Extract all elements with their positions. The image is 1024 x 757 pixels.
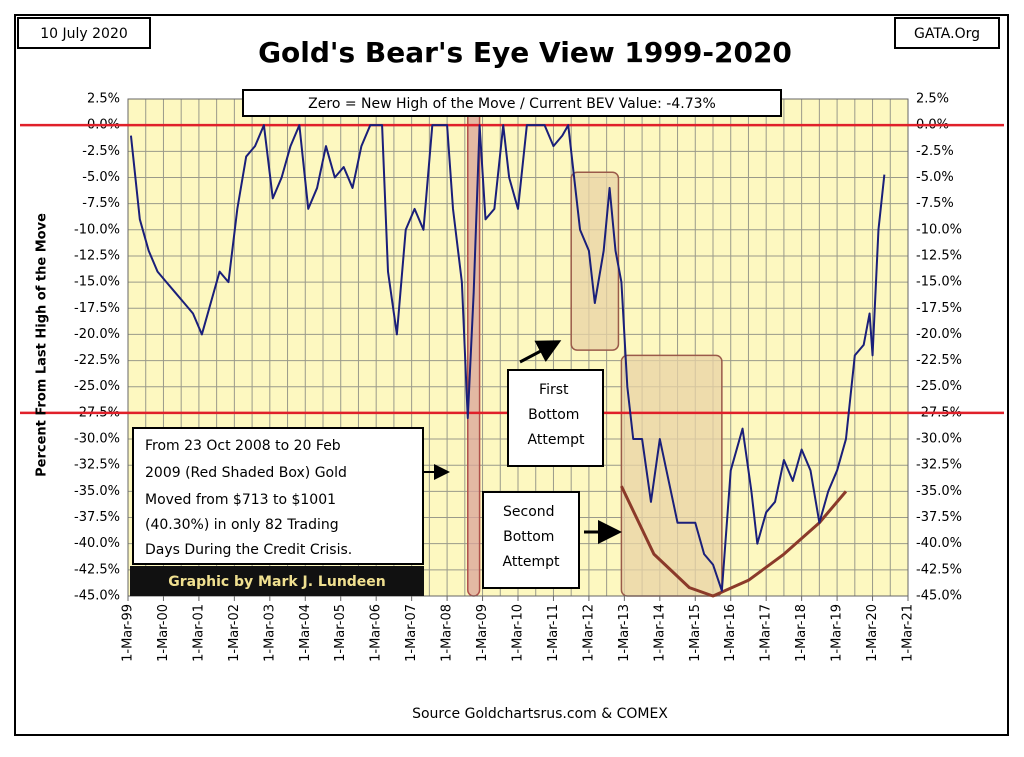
y-tick-label: -15.0%: [74, 275, 120, 290]
trend-curve: [620, 485, 848, 598]
x-tick-label: 1-Mar-16: [723, 604, 738, 662]
corner-label: GATA.Org: [914, 26, 980, 42]
x-tick-label: 1-Mar-99: [121, 604, 136, 662]
chart-title: Gold's Bear's Eye View 1999-2020: [258, 36, 792, 69]
first-box: [507, 369, 604, 467]
y-tick-label: -12.5%: [74, 248, 120, 263]
x-tick-label: 1-Mar-13: [617, 604, 632, 662]
x-tick-label: 1-Mar-09: [475, 604, 490, 662]
y-tick-label: -7.5%: [82, 196, 120, 211]
first-line: First: [539, 382, 569, 398]
y2-tick-label: -7.5%: [916, 196, 954, 211]
credit: Graphic by Mark J. Lundeen: [168, 574, 386, 590]
crisis-box: [132, 427, 424, 565]
y-tick-label: -42.5%: [74, 562, 120, 577]
second-box: [482, 491, 580, 589]
second-note: Second Bottom Attempt: [503, 504, 560, 570]
header-note-box: [242, 89, 782, 117]
x-tick-label: 1-Mar-07: [404, 604, 419, 662]
x-tick-label: 1-Mar-01: [191, 604, 206, 662]
x-tick-label: 1-Mar-17: [759, 604, 774, 662]
y-tick-label: -40.0%: [74, 536, 120, 551]
crisis-line: (40.30%) in only 82 Trading: [145, 517, 339, 533]
x-tick-label: 1-Mar-19: [830, 604, 845, 662]
y2-tick-label: -20.0%: [916, 327, 962, 342]
y2-tick-label: -17.5%: [916, 301, 962, 316]
date-box: [17, 17, 151, 49]
y2-tick-label: -15.0%: [916, 275, 962, 290]
y2-tick-label: -22.5%: [916, 353, 962, 368]
y2-tick-label: -37.5%: [916, 510, 962, 525]
x-tick-label: 1-Mar-15: [688, 604, 703, 662]
header-note: Zero = New High of the Move / Current BE…: [308, 96, 716, 112]
source: Source Goldchartsrus.com & COMEX: [412, 706, 668, 722]
x-tick-label: 1-Mar-12: [581, 604, 596, 662]
arrow: [519, 340, 562, 364]
y2-tick-label: -2.5%: [916, 144, 954, 159]
x-tick-label: 1-Mar-18: [794, 604, 809, 662]
x-tick-label: 1-Mar-03: [262, 604, 277, 662]
credit-box: [130, 566, 424, 596]
crisis-line: From 23 Oct 2008 to 20 Feb: [145, 438, 341, 454]
y-tick-label: -30.0%: [74, 432, 120, 447]
y2-tick-label: -32.5%: [916, 458, 962, 473]
y-tick-label: -45.0%: [74, 589, 120, 604]
y-tick-label: -22.5%: [74, 353, 120, 368]
y2-tick-label: -35.0%: [916, 484, 962, 499]
second-line: Attempt: [503, 554, 560, 570]
x-tick-label: 1-Mar-20: [865, 604, 880, 662]
y-tick-label: -32.5%: [74, 458, 120, 473]
y2-tick-label: -10.0%: [916, 222, 962, 237]
y2-tick-label: -42.5%: [916, 562, 962, 577]
date-label: 10 July 2020: [40, 26, 128, 42]
x-tick-label: 1-Mar-05: [333, 604, 348, 662]
y-tick-label: -20.0%: [74, 327, 120, 342]
y-tick-label: 2.5%: [87, 92, 120, 107]
y2-tick-label: -45.0%: [916, 589, 962, 604]
first-line: Bottom: [528, 407, 579, 423]
y2-tick-label: -25.0%: [916, 379, 962, 394]
y-tick-label: -5.0%: [82, 170, 120, 185]
x-tick-label: 1-Mar-11: [546, 604, 561, 662]
x-tick-label: 1-Mar-14: [652, 604, 667, 662]
x-tick-label: 1-Mar-02: [227, 604, 242, 662]
second-line: Second: [503, 504, 555, 520]
y-axis-label: Percent From Last High of the Move: [35, 213, 50, 477]
first-note: First Bottom Attempt: [528, 382, 585, 448]
y-tick-label: -35.0%: [74, 484, 120, 499]
y-tick-label: -10.0%: [74, 222, 120, 237]
y-tick-label: -2.5%: [82, 144, 120, 159]
x-tick-label: 1-Mar-10: [511, 604, 526, 662]
shaded-region: [620, 354, 723, 597]
crisis-note: From 23 Oct 2008 to 20 Feb 2009 (Red Sha…: [145, 438, 352, 558]
x-tick-label: 1-Mar-04: [298, 604, 313, 662]
y-tick-label: -17.5%: [74, 301, 120, 316]
x-tick-label: 1-Mar-06: [369, 604, 384, 662]
x-tick-label: 1-Mar-08: [440, 604, 455, 662]
y2-tick-label: -30.0%: [916, 432, 962, 447]
crisis-line: Days During the Credit Crisis.: [145, 542, 352, 558]
corner-box: [894, 17, 1000, 49]
crisis-line: Moved from $713 to $1001: [145, 492, 336, 508]
x-tick-label: 1-Mar-21: [901, 604, 916, 662]
first-line: Attempt: [528, 432, 585, 448]
y2-tick-label: -12.5%: [916, 248, 962, 263]
series-line: [129, 124, 886, 592]
y2-tick-label: -5.0%: [916, 170, 954, 185]
y-tick-label: -25.0%: [74, 379, 120, 394]
y2-tick-label: 2.5%: [916, 92, 949, 107]
second-line: Bottom: [503, 529, 554, 545]
y2-tick-label: -40.0%: [916, 536, 962, 551]
x-tick-label: 1-Mar-00: [156, 604, 171, 662]
y-tick-label: -37.5%: [74, 510, 120, 525]
crisis-line: 2009 (Red Shaded Box) Gold: [145, 465, 347, 481]
